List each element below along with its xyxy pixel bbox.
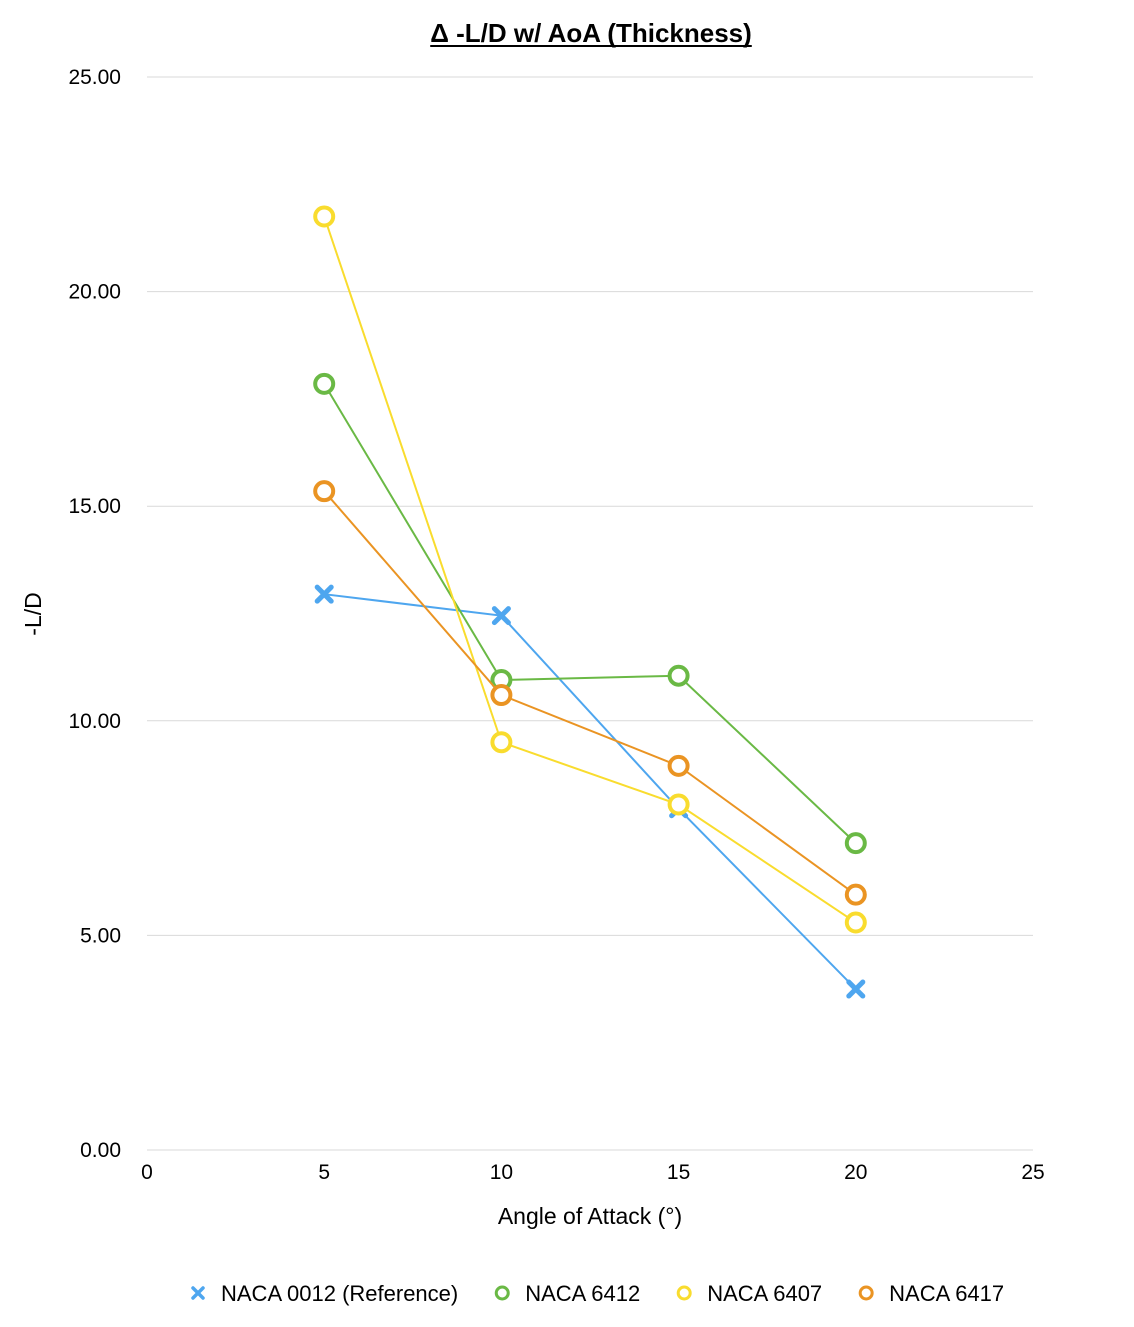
y-axis-ticks: 0.00 5.00 10.00 15.00 20.00 25.00 bbox=[68, 66, 121, 1162]
gridlines bbox=[147, 76, 1033, 1151]
x-axis-label: Angle of Attack (°) bbox=[498, 1203, 682, 1229]
legend-marker bbox=[494, 1285, 510, 1301]
x-tick-label: 20 bbox=[844, 1161, 867, 1184]
legend-item: NACA 6412 bbox=[494, 1281, 640, 1306]
x-axis-ticks: 0 5 10 15 20 25 bbox=[141, 1161, 1045, 1184]
y-axis-label: -L/D bbox=[20, 592, 46, 635]
y-tick-label: 15.00 bbox=[68, 495, 121, 518]
legend-label: NACA 6417 bbox=[889, 1281, 1004, 1306]
legend-label: NACA 0012 (Reference) bbox=[221, 1281, 458, 1306]
legend-marker bbox=[858, 1285, 874, 1301]
data-point bbox=[667, 793, 690, 816]
y-tick-label: 10.00 bbox=[68, 710, 121, 733]
x-tick-label: 15 bbox=[667, 1161, 690, 1184]
series-0 bbox=[314, 584, 866, 999]
data-point bbox=[491, 606, 511, 626]
data-point bbox=[667, 754, 690, 777]
y-tick-label: 20.00 bbox=[68, 281, 121, 304]
x-tick-label: 0 bbox=[141, 1161, 153, 1184]
series-3 bbox=[313, 480, 867, 906]
y-tick-label: 25.00 bbox=[68, 66, 121, 89]
data-point bbox=[667, 664, 690, 687]
data-point bbox=[490, 684, 513, 707]
series-line bbox=[324, 593, 857, 990]
legend-item: NACA 6417 bbox=[858, 1281, 1004, 1306]
data-point bbox=[490, 731, 513, 754]
x-tick-label: 5 bbox=[318, 1161, 330, 1184]
data-point bbox=[313, 480, 336, 503]
legend-item: NACA 0012 (Reference) bbox=[191, 1281, 458, 1306]
legend-marker bbox=[676, 1285, 692, 1301]
series-1 bbox=[313, 372, 867, 855]
x-tick-label: 25 bbox=[1021, 1161, 1044, 1184]
series-line bbox=[323, 216, 857, 924]
legend-label: NACA 6412 bbox=[525, 1281, 640, 1306]
data-point bbox=[844, 883, 867, 906]
data-point bbox=[846, 979, 866, 999]
data-point bbox=[313, 205, 336, 228]
y-tick-label: 5.00 bbox=[80, 924, 121, 947]
legend-label: NACA 6407 bbox=[707, 1281, 822, 1306]
legend-item: NACA 6407 bbox=[676, 1281, 822, 1306]
legend: NACA 0012 (Reference) NACA 6412 NACA 6407 N… bbox=[191, 1281, 1004, 1306]
data-point bbox=[844, 832, 867, 855]
legend-marker bbox=[191, 1286, 205, 1300]
series-2 bbox=[313, 205, 867, 934]
y-tick-label: 0.00 bbox=[80, 1139, 121, 1162]
data-point bbox=[313, 372, 336, 395]
series-line bbox=[323, 383, 857, 844]
chart-title: Δ -L/D w/ AoA (Thickness) bbox=[430, 18, 752, 48]
series-line bbox=[323, 490, 857, 896]
data-point bbox=[844, 911, 867, 934]
series-layer bbox=[313, 205, 867, 999]
x-tick-label: 10 bbox=[490, 1161, 513, 1184]
data-point bbox=[314, 584, 334, 604]
